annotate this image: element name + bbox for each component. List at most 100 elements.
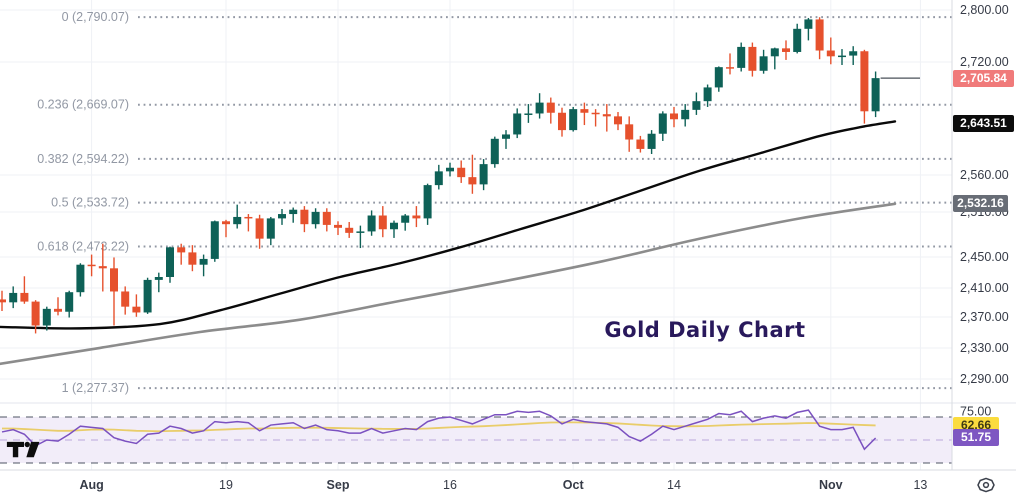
rsi-line[interactable] [1, 409, 877, 451]
candle-body [65, 292, 74, 312]
price-axis-label: 2,450.00 [960, 250, 1009, 264]
candle-body [759, 56, 768, 71]
candle-body [311, 211, 320, 225]
candle-body [0, 299, 6, 303]
candle-body [423, 185, 432, 219]
candle-body [132, 306, 141, 313]
candle-body [681, 109, 690, 120]
tradingview-logo[interactable] [6, 440, 42, 460]
candle-body [849, 51, 858, 56]
candle-body [871, 78, 880, 112]
candle-body [602, 114, 611, 117]
candle-body [233, 216, 242, 225]
time-axis-scale[interactable] [0, 470, 952, 497]
price-axis-label: 2,370.00 [960, 310, 1009, 324]
price-axis-label: 2,410.00 [960, 281, 1009, 295]
candle-body [255, 218, 264, 239]
candle-body [222, 221, 230, 225]
candle-body [625, 124, 634, 140]
candle-body [703, 87, 712, 102]
candle-body [266, 218, 275, 239]
candle-body [580, 109, 589, 113]
candle-body [390, 222, 398, 230]
ma-slow-gray[interactable] [0, 202, 897, 366]
candle-body [300, 209, 309, 225]
time-axis-label: 13 [913, 478, 927, 492]
candle-body [20, 292, 29, 302]
candle-body [714, 67, 723, 88]
candle-body [177, 247, 186, 253]
settings-gear-icon[interactable] [972, 475, 1000, 495]
candle-body [9, 292, 18, 303]
ma-fast-value-badge: 2,643.51 [953, 114, 1014, 132]
price-axis-label: 2,720.00 [960, 55, 1009, 69]
ma-slow-value-badge: 2,532.16 [953, 195, 1008, 213]
price-axis-label: 2,330.00 [960, 341, 1009, 355]
time-axis-label: 16 [443, 478, 457, 492]
candle-body [42, 308, 51, 326]
price-axis-label: 2,800.00 [960, 3, 1009, 17]
candle-body [692, 101, 701, 110]
candle-body [658, 113, 667, 134]
candle-body [860, 51, 869, 112]
candle-body [793, 28, 802, 52]
fib-level-label: 0.5 (2,533.72) [51, 196, 129, 210]
fib-level-label: 0 (2,790.07) [62, 10, 129, 24]
ma-fast-black[interactable] [0, 120, 897, 330]
rsi-ma-line[interactable] [2, 421, 876, 433]
candle-body [188, 252, 197, 265]
candle-body [278, 214, 286, 219]
candle-body [322, 211, 331, 225]
candle-body [401, 215, 410, 223]
candle-body [210, 221, 219, 259]
time-axis-label: 14 [667, 478, 681, 492]
candle-body [334, 224, 342, 228]
candle-body [87, 264, 96, 267]
candle-body [726, 67, 734, 69]
time-axis-label: Nov [819, 478, 843, 492]
candle-body [143, 279, 152, 313]
candle-body [367, 215, 376, 232]
candle-body [569, 109, 578, 131]
rsi-axis-label: 75.00 [960, 404, 991, 418]
fib-level-label: 0.236 (2,669.07) [37, 98, 129, 112]
candle-body [121, 291, 130, 307]
time-axis-label: Oct [563, 478, 585, 492]
candle-body [748, 46, 757, 71]
candle-body [647, 133, 656, 149]
candle-body [524, 113, 533, 115]
candle-body [244, 216, 253, 219]
candle-body [468, 177, 477, 185]
time-axis-label: Sep [327, 478, 350, 492]
candle-body [804, 19, 813, 29]
candle-body [434, 171, 443, 186]
candle-body [356, 231, 365, 233]
candle-body [782, 48, 790, 52]
chart-title: Gold Daily Chart [604, 318, 806, 342]
candle-body [535, 102, 544, 114]
candle-body [54, 308, 62, 312]
candle-body [110, 268, 118, 292]
candle-body [154, 277, 163, 280]
candle-body [345, 227, 354, 233]
candle-body [412, 215, 421, 219]
candle-body [815, 19, 824, 51]
candle-body [558, 112, 566, 131]
rsi-value-badge: 51.75 [953, 429, 999, 447]
candle-body [737, 46, 746, 68]
candle-body [98, 266, 107, 269]
fib-level-label: 1 (2,277.37) [62, 381, 129, 395]
candle-body [199, 258, 208, 265]
candle-body [76, 264, 85, 293]
candle-body [446, 167, 454, 172]
candle-body [670, 113, 678, 120]
candle-body [502, 134, 510, 139]
fib-level-label: 0.618 (2,473.22) [37, 239, 129, 253]
candle-body [479, 164, 488, 185]
price-axis-label: 2,290.00 [960, 372, 1009, 386]
candle-body [770, 48, 779, 57]
candle-body [457, 167, 466, 178]
time-axis-label: Aug [79, 478, 103, 492]
candle-body [490, 138, 499, 165]
